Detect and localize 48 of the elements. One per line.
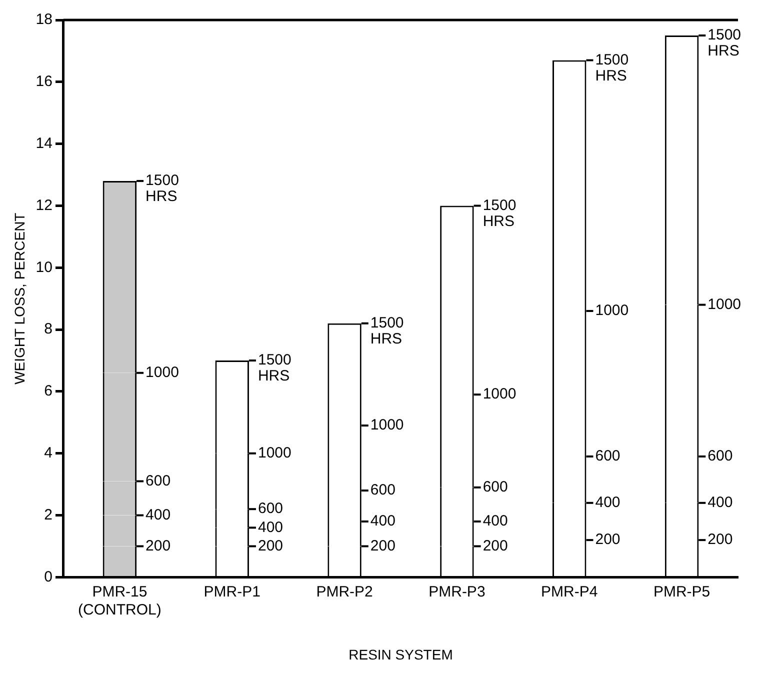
y-axis-title: WEIGHT LOSS, PERCENT bbox=[11, 212, 28, 384]
y-tick-label: 0 bbox=[44, 568, 52, 586]
annotation: 1500 HRS bbox=[482, 196, 516, 230]
annotation: 400 bbox=[595, 494, 620, 512]
y-tick-label: 14 bbox=[36, 134, 52, 152]
annotation: 400 bbox=[258, 518, 284, 536]
annotation: 200 bbox=[708, 531, 733, 548]
annotation: 400 bbox=[146, 506, 171, 524]
y-tick-label: 2 bbox=[44, 506, 52, 524]
annotation: 1000 bbox=[595, 302, 629, 320]
annotation: 1000 bbox=[370, 416, 404, 434]
annotation: 1000 bbox=[708, 296, 742, 313]
annotation: 1500 HRS bbox=[258, 352, 292, 385]
annotation: 600 bbox=[370, 482, 396, 499]
annotation: 600 bbox=[258, 500, 284, 518]
annotation: 200 bbox=[146, 537, 171, 554]
y-tick-label: 6 bbox=[44, 382, 52, 400]
y-tick-label: 18 bbox=[36, 11, 52, 28]
annotation: 600 bbox=[708, 448, 733, 465]
annotation: 200 bbox=[595, 531, 620, 548]
annotation: 600 bbox=[482, 478, 508, 496]
annotation: 200 bbox=[482, 537, 508, 554]
x-tick-label: PMR-P4 bbox=[541, 583, 598, 600]
y-tick-label: 16 bbox=[36, 73, 52, 90]
y-tick-label: 8 bbox=[44, 320, 52, 338]
annotation: 1500 HRS bbox=[370, 314, 404, 348]
annotation: 400 bbox=[482, 512, 508, 530]
annotation: 1500 HRS bbox=[146, 172, 179, 206]
x-tick-label: PMR-P5 bbox=[653, 583, 710, 600]
annotation: 1000 bbox=[146, 364, 179, 382]
annotation: 1500 HRS bbox=[708, 26, 742, 60]
x-tick-label: PMR-P1 bbox=[204, 583, 260, 600]
x-tick-label: PMR-15 (CONTROL) bbox=[78, 583, 162, 618]
annotation: 1000 bbox=[482, 386, 516, 403]
annotation: 200 bbox=[258, 537, 284, 554]
annotation: 600 bbox=[146, 472, 171, 490]
annotation: 1000 bbox=[258, 444, 292, 462]
annotation: 200 bbox=[370, 537, 396, 554]
x-axis-title: RESIN SYSTEM bbox=[348, 646, 453, 662]
annotation: 400 bbox=[708, 494, 733, 512]
annotation: 600 bbox=[595, 448, 620, 465]
y-tick-label: 12 bbox=[36, 196, 52, 214]
x-tick-label: PMR-P3 bbox=[428, 583, 486, 600]
annotation: 1500 HRS bbox=[595, 51, 629, 84]
annotation: 400 bbox=[370, 512, 396, 530]
x-tick-label: PMR-P2 bbox=[316, 583, 373, 600]
y-tick-label: 4 bbox=[44, 444, 52, 462]
y-tick-label: 10 bbox=[36, 258, 52, 276]
